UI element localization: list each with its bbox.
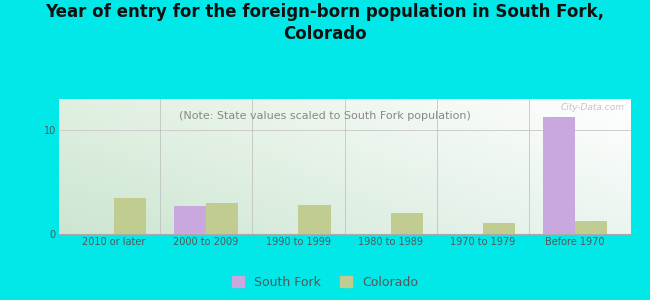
Text: City-Data.com: City-Data.com [561, 103, 625, 112]
Bar [174, 206, 206, 234]
Bar [114, 198, 146, 234]
Bar [298, 205, 331, 234]
Text: (Note: State values scaled to South Fork population): (Note: State values scaled to South Fork… [179, 111, 471, 121]
Text: Year of entry for the foreign-born population in South Fork,
Colorado: Year of entry for the foreign-born popul… [46, 3, 605, 43]
Bar [391, 213, 423, 234]
Bar [483, 223, 515, 234]
Bar [543, 117, 575, 234]
Legend: South Fork, Colorado: South Fork, Colorado [227, 271, 423, 294]
Bar [575, 220, 608, 234]
Bar [206, 203, 239, 234]
